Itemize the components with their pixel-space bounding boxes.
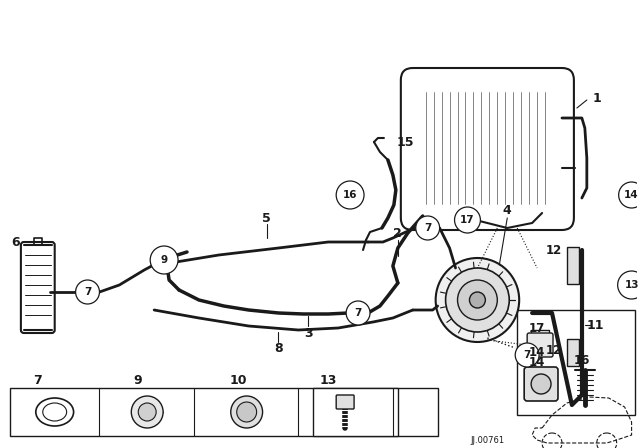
FancyBboxPatch shape bbox=[567, 339, 579, 366]
Text: 14: 14 bbox=[529, 345, 545, 358]
Circle shape bbox=[336, 181, 364, 209]
Text: 17: 17 bbox=[460, 215, 475, 225]
Text: 9: 9 bbox=[133, 374, 141, 387]
Circle shape bbox=[346, 301, 370, 325]
Text: 16: 16 bbox=[573, 353, 590, 366]
Text: 7: 7 bbox=[424, 223, 431, 233]
Circle shape bbox=[531, 374, 551, 394]
Text: 3: 3 bbox=[304, 327, 313, 340]
Text: 13: 13 bbox=[319, 374, 337, 387]
Circle shape bbox=[618, 271, 640, 299]
Text: 8: 8 bbox=[274, 341, 283, 354]
Circle shape bbox=[416, 216, 440, 240]
Text: 14: 14 bbox=[529, 356, 545, 369]
Circle shape bbox=[150, 246, 178, 274]
Text: 7: 7 bbox=[524, 350, 531, 360]
Bar bbox=[517, 310, 635, 415]
Circle shape bbox=[445, 268, 509, 332]
FancyBboxPatch shape bbox=[21, 242, 54, 333]
Text: 7: 7 bbox=[33, 374, 42, 387]
Text: 15: 15 bbox=[397, 135, 415, 148]
Bar bbox=[314, 388, 398, 436]
Circle shape bbox=[515, 343, 539, 367]
Text: 11: 11 bbox=[587, 319, 605, 332]
Text: 17: 17 bbox=[529, 322, 545, 335]
Circle shape bbox=[231, 396, 262, 428]
Text: 16: 16 bbox=[343, 190, 357, 200]
FancyBboxPatch shape bbox=[527, 333, 553, 357]
Circle shape bbox=[131, 396, 163, 428]
Text: JJ.00761: JJ.00761 bbox=[470, 435, 504, 444]
FancyBboxPatch shape bbox=[524, 367, 558, 401]
Bar bbox=[10, 388, 438, 436]
Text: 2: 2 bbox=[394, 227, 402, 240]
FancyBboxPatch shape bbox=[401, 68, 574, 230]
Text: 4: 4 bbox=[503, 203, 511, 216]
Circle shape bbox=[470, 292, 485, 308]
Text: 7: 7 bbox=[84, 287, 92, 297]
Text: 12: 12 bbox=[546, 344, 562, 357]
Text: 7: 7 bbox=[355, 308, 362, 318]
Text: 6: 6 bbox=[12, 236, 20, 249]
FancyBboxPatch shape bbox=[336, 395, 354, 409]
Text: 14: 14 bbox=[624, 190, 639, 200]
Circle shape bbox=[138, 403, 156, 421]
Circle shape bbox=[436, 258, 519, 342]
Text: 12: 12 bbox=[546, 244, 562, 257]
Circle shape bbox=[237, 402, 257, 422]
Circle shape bbox=[619, 182, 640, 208]
Text: 5: 5 bbox=[262, 211, 271, 224]
Text: 1: 1 bbox=[593, 91, 601, 104]
Circle shape bbox=[454, 207, 481, 233]
Circle shape bbox=[458, 280, 497, 320]
Text: 13: 13 bbox=[625, 280, 639, 290]
Circle shape bbox=[76, 280, 99, 304]
Text: 10: 10 bbox=[230, 374, 248, 387]
Text: 9: 9 bbox=[161, 255, 168, 265]
FancyBboxPatch shape bbox=[567, 247, 579, 284]
